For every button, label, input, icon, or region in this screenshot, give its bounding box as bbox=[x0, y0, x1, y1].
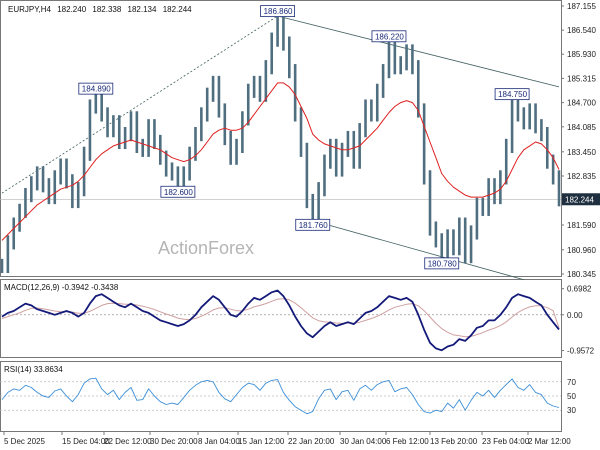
macd-tick-label: 0.00 bbox=[567, 311, 583, 320]
last-price-box bbox=[562, 193, 600, 206]
macd-line bbox=[1, 289, 560, 352]
trendline bbox=[277, 15, 560, 88]
macd-signal-line bbox=[1, 298, 560, 338]
macd-tick-label: 0.6982 bbox=[567, 285, 592, 294]
macd-tick-label: -0.9572 bbox=[567, 347, 595, 356]
x-tick-label: 13 Feb 20:00 bbox=[430, 437, 478, 446]
price-label-box bbox=[78, 82, 114, 95]
price-label-box bbox=[160, 185, 196, 198]
price-tick-label: 183.450 bbox=[567, 148, 596, 157]
price-tick-label: 182.835 bbox=[567, 172, 596, 181]
rsi-panel-frame bbox=[0, 361, 562, 432]
rsi-axis: 70 50 30 bbox=[0, 378, 576, 415]
series bbox=[0, 10, 561, 415]
macd-axis: 0.6982 0.00 -0.9572 bbox=[0, 285, 595, 356]
last-price-label: 182.244 bbox=[565, 195, 594, 204]
price-label: 182.600 bbox=[164, 188, 193, 197]
x-tick-label: 22 Jan 20:00 bbox=[288, 437, 335, 446]
x-tick-label: 22 Dec 12:00 bbox=[104, 437, 152, 446]
price-label-box bbox=[371, 30, 407, 43]
price-label-box bbox=[260, 5, 295, 18]
x-tick-label: 15 Dec 04:00 bbox=[62, 437, 110, 446]
trendline bbox=[1, 15, 278, 194]
x-tick-label: 2 Mar 12:00 bbox=[528, 437, 571, 446]
x-tick-label: 6 Feb 12:00 bbox=[386, 437, 429, 446]
x-tick-label: 23 Feb 04:00 bbox=[482, 437, 530, 446]
price-tick-label: 180.960 bbox=[567, 246, 596, 255]
price-label: 186.860 bbox=[264, 7, 293, 16]
price-panel-frame bbox=[0, 0, 562, 277]
price-tick-label: 185.315 bbox=[567, 74, 596, 83]
price-labels: 186.860 186.220 184.890 184.750 182.600 181.7… bbox=[78, 5, 530, 270]
price-label: 184.750 bbox=[498, 90, 527, 99]
rsi-line bbox=[1, 377, 560, 415]
price-label: 186.220 bbox=[375, 32, 404, 41]
moving-average-line bbox=[1, 82, 560, 241]
price-tick-label: 186.540 bbox=[567, 26, 596, 35]
rsi-panel-label: RSI(14) 33.8634 bbox=[4, 365, 63, 374]
x-tick-label: 30 Jan 04:00 bbox=[340, 437, 387, 446]
price-label-box bbox=[494, 88, 530, 101]
macd-panel-label: MACD(12,26,9) -0.3942 -0.3438 bbox=[4, 283, 119, 292]
x-tick-label: 15 Jan 12:00 bbox=[238, 437, 285, 446]
price-tick-label: 185.930 bbox=[567, 50, 596, 59]
x-tick-label: 5 Dec 2025 bbox=[4, 437, 45, 446]
trendlines bbox=[1, 15, 560, 281]
price-tick-label: 184.700 bbox=[567, 99, 596, 108]
watermark: ActionForex bbox=[158, 238, 254, 258]
macd-panel-frame bbox=[0, 279, 562, 358]
rsi-tick-label: 30 bbox=[567, 406, 576, 415]
price-tick-label: 184.085 bbox=[567, 123, 596, 132]
trendline bbox=[312, 220, 524, 281]
price-label: 180.780 bbox=[428, 259, 457, 268]
x-tick-label: 8 Jan 04:00 bbox=[198, 437, 240, 446]
chart-header: EURJPY,H4 182.240 182.338 182.134 182.24… bbox=[8, 5, 192, 14]
price-label-box bbox=[295, 218, 331, 231]
price-axis: 187.155 186.540 185.930 185.315 184.700 184.0… bbox=[0, 2, 600, 279]
price-tick-label: 187.155 bbox=[567, 2, 596, 11]
price-label-box bbox=[424, 257, 460, 270]
price-tick-label: 180.345 bbox=[567, 270, 596, 279]
price-label: 184.890 bbox=[82, 85, 111, 94]
price-tick-label: 181.590 bbox=[567, 221, 596, 230]
x-tick-label: 30 Dec 20:00 bbox=[150, 437, 198, 446]
rsi-tick-label: 50 bbox=[567, 392, 576, 401]
rsi-tick-label: 70 bbox=[567, 378, 576, 387]
price-label: 181.760 bbox=[299, 221, 328, 230]
